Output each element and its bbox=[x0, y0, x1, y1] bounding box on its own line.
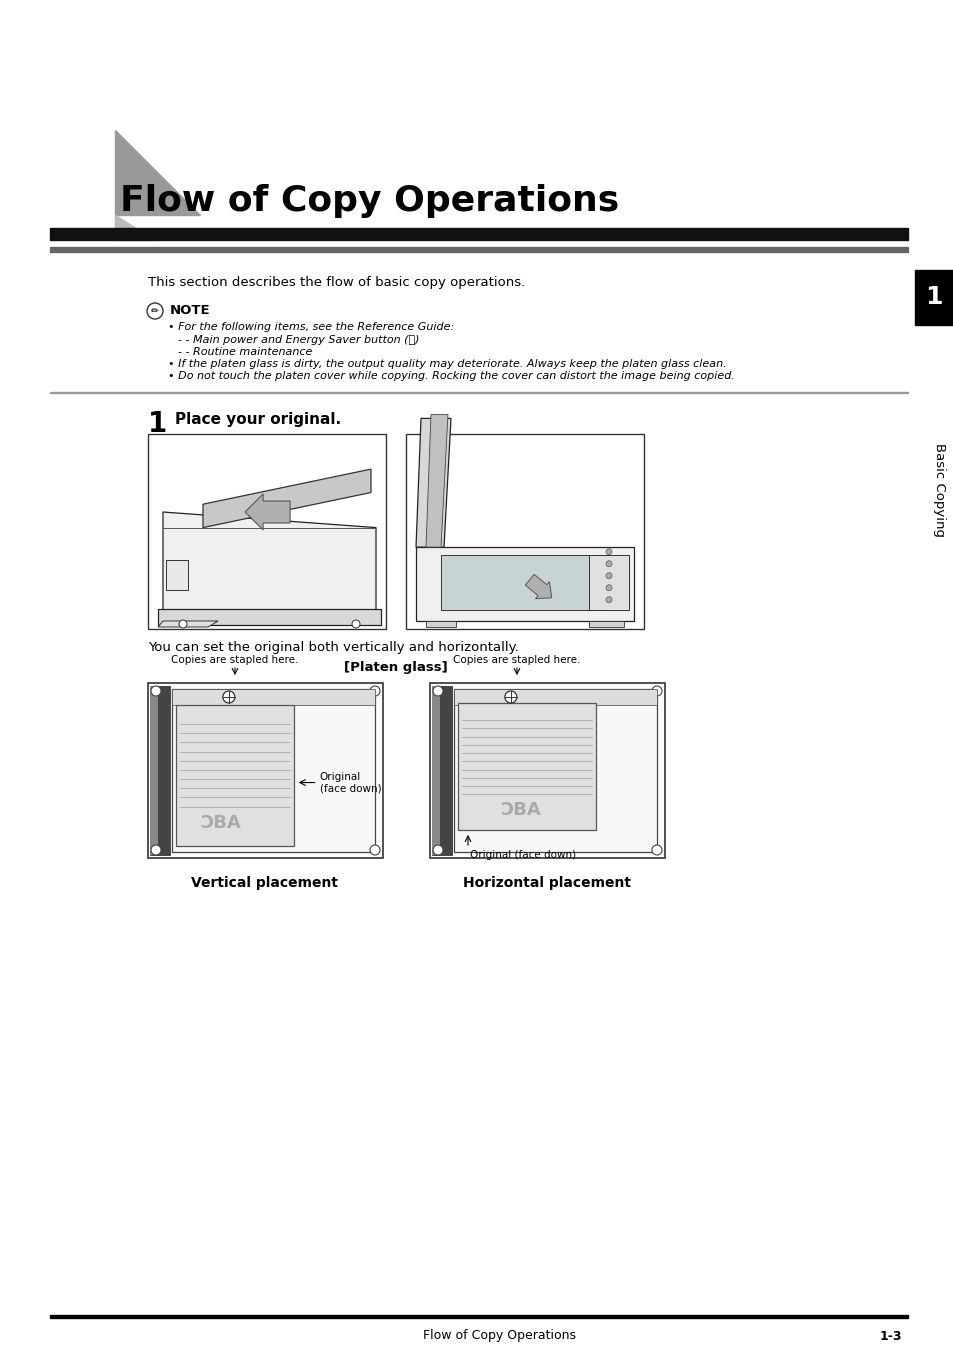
Bar bbox=[148, 684, 382, 858]
Polygon shape bbox=[163, 512, 375, 621]
Polygon shape bbox=[416, 547, 634, 621]
Text: Horizontal placement: Horizontal placement bbox=[462, 875, 630, 890]
Bar bbox=[50, 1315, 907, 1319]
Text: • Do not touch the platen cover while copying. Rocking the cover can distort the: • Do not touch the platen cover while co… bbox=[168, 372, 734, 381]
Polygon shape bbox=[115, 130, 200, 215]
Bar bbox=[454, 689, 657, 705]
Bar bbox=[50, 247, 907, 253]
Circle shape bbox=[433, 686, 442, 696]
Text: ƆBA: ƆBA bbox=[499, 801, 540, 819]
Text: Original (face down): Original (face down) bbox=[470, 850, 576, 861]
Bar bbox=[454, 689, 657, 852]
Circle shape bbox=[605, 561, 612, 567]
Bar bbox=[432, 686, 452, 855]
Text: Basic Copying: Basic Copying bbox=[933, 443, 945, 536]
Text: ƆBA: ƆBA bbox=[200, 815, 241, 832]
Text: Copies are stapled here.: Copies are stapled here. bbox=[172, 655, 298, 665]
Bar bbox=[440, 555, 608, 609]
Circle shape bbox=[147, 303, 163, 319]
Circle shape bbox=[352, 620, 359, 628]
Text: Place your original.: Place your original. bbox=[174, 412, 341, 427]
Text: ✏: ✏ bbox=[151, 305, 159, 316]
Circle shape bbox=[605, 549, 612, 555]
FancyArrow shape bbox=[245, 494, 290, 530]
Polygon shape bbox=[426, 621, 456, 627]
Polygon shape bbox=[158, 609, 380, 626]
Circle shape bbox=[179, 620, 187, 628]
Bar bbox=[588, 555, 628, 609]
Text: 1: 1 bbox=[148, 409, 167, 438]
Bar bbox=[50, 392, 907, 393]
Text: 1: 1 bbox=[924, 285, 942, 309]
Text: 1-3: 1-3 bbox=[879, 1329, 902, 1343]
Bar bbox=[148, 434, 386, 630]
Bar bbox=[50, 228, 907, 240]
Polygon shape bbox=[588, 621, 623, 627]
Bar bbox=[175, 705, 294, 846]
Text: Vertical placement: Vertical placement bbox=[192, 875, 338, 890]
Polygon shape bbox=[158, 621, 218, 627]
Text: • For the following items, see the Reference Guide:: • For the following items, see the Refer… bbox=[168, 322, 454, 332]
Text: Copies are stapled here.: Copies are stapled here. bbox=[453, 655, 580, 665]
Circle shape bbox=[151, 844, 161, 855]
Bar bbox=[166, 561, 188, 590]
Text: • If the platen glass is dirty, the output quality may deteriorate. Always keep : • If the platen glass is dirty, the outp… bbox=[168, 359, 726, 369]
Bar bbox=[172, 689, 375, 705]
Text: Flow of Copy Operations: Flow of Copy Operations bbox=[120, 184, 618, 218]
Text: You can set the original both vertically and horizontally.: You can set the original both vertically… bbox=[148, 640, 518, 654]
Circle shape bbox=[605, 597, 612, 603]
Circle shape bbox=[223, 690, 234, 703]
Bar bbox=[432, 686, 439, 855]
Polygon shape bbox=[203, 469, 371, 528]
Circle shape bbox=[151, 686, 161, 696]
Bar bbox=[406, 434, 643, 630]
Bar bbox=[914, 270, 953, 326]
Circle shape bbox=[651, 844, 661, 855]
Circle shape bbox=[433, 844, 442, 855]
Polygon shape bbox=[115, 215, 154, 240]
Text: - - Routine maintenance: - - Routine maintenance bbox=[178, 347, 312, 357]
Circle shape bbox=[370, 686, 379, 696]
Text: NOTE: NOTE bbox=[170, 304, 211, 317]
Polygon shape bbox=[416, 419, 451, 547]
Circle shape bbox=[605, 573, 612, 578]
Circle shape bbox=[370, 844, 379, 855]
Bar bbox=[172, 689, 375, 852]
FancyArrow shape bbox=[525, 574, 551, 598]
Text: [Platen glass]: [Platen glass] bbox=[344, 661, 447, 674]
Circle shape bbox=[651, 686, 661, 696]
Text: This section describes the flow of basic copy operations.: This section describes the flow of basic… bbox=[148, 276, 525, 289]
Bar bbox=[457, 703, 596, 830]
Bar bbox=[430, 684, 664, 858]
Polygon shape bbox=[426, 415, 448, 547]
Text: Flow of Copy Operations: Flow of Copy Operations bbox=[423, 1329, 576, 1343]
Circle shape bbox=[504, 690, 517, 703]
Bar bbox=[150, 686, 158, 855]
Bar bbox=[150, 686, 170, 855]
Circle shape bbox=[605, 585, 612, 590]
Text: Original
(face down): Original (face down) bbox=[319, 771, 381, 793]
Text: - - Main power and Energy Saver button (ⓢ): - - Main power and Energy Saver button (… bbox=[178, 335, 419, 345]
